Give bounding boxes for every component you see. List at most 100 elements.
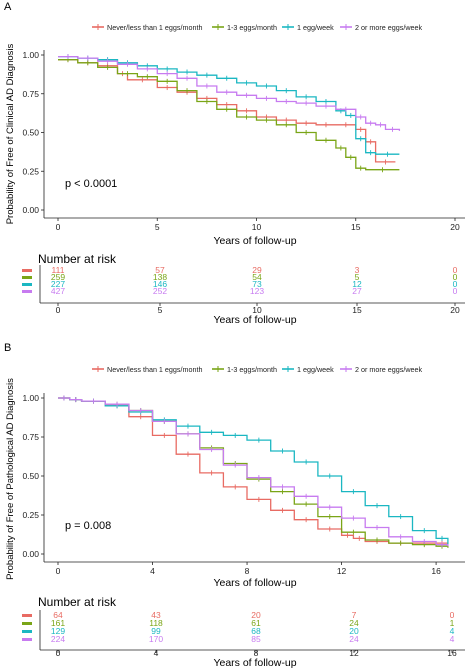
legend-label-b: Never/less than 1 eggs/month [107,365,203,374]
legend-label-b: 1 egg/week [297,365,334,374]
risk-count-b: 64 [53,610,63,620]
risk-count-a: 73 [252,279,262,289]
risk-count-b: 1 [450,618,455,628]
y-tick-label-a: 0.75 [22,89,39,99]
risk-count-a: 146 [153,279,167,289]
km-curve-b [58,397,449,545]
legend-label-a: 2 or more eggs/week [355,23,423,32]
risk-count-a: 0 [453,279,458,289]
km-curve-b [58,397,449,547]
risk-row-swatch-b [22,614,32,617]
risk-row-swatch-b [22,630,32,633]
risk-count-a: 54 [252,272,262,282]
risk-tick-label-a: 0 [56,305,61,315]
risk-tick-label-a: 20 [450,305,460,315]
risk-tick-label-b: 16 [447,648,457,658]
risk-count-a: 252 [153,286,167,296]
risk-row-swatch-a [22,283,32,286]
risk-title-b: Number at risk [38,595,117,609]
y-tick-label-a: 1.00 [22,50,39,60]
y-tick-label-a: 0.00 [22,205,39,215]
risk-tick-label-b: 0 [56,648,61,658]
risk-count-b: 4 [450,626,455,636]
risk-tick-label-b: 12 [349,648,359,658]
risk-tick-label-a: 15 [352,305,362,315]
risk-tick-label-b: 4 [154,648,159,658]
y-tick-label-b: 0.00 [22,549,39,559]
risk-tick-label-b: 8 [254,648,259,658]
y-tick-label-a: 0.50 [22,128,39,138]
p-value-b: p = 0.008 [65,520,111,532]
km-curve-b [58,397,449,548]
x-tick-label-a: 15 [351,222,361,232]
risk-count-b: 24 [349,634,359,644]
risk-count-a: 5 [355,272,360,282]
risk-count-a: 0 [453,272,458,282]
risk-count-a: 227 [51,279,65,289]
risk-tick-label-a: 5 [158,305,163,315]
y-tick-label-b: 0.50 [22,471,39,481]
risk-count-b: 4 [450,634,455,644]
risk-row-swatch-a [22,290,32,293]
km-curve-a [58,55,401,131]
risk-count-a: 12 [352,279,362,289]
risk-row-swatch-a [22,269,32,272]
x-tick-label-a: 5 [155,222,160,232]
x-tick-label-b: 4 [150,566,155,576]
risk-count-a: 427 [51,286,65,296]
risk-row-swatch-b [22,638,32,641]
ylabel-a: Probability of Free of Clinical AD Diagn… [5,43,16,224]
risk-count-b: 20 [349,626,359,636]
x-tick-label-b: 8 [245,566,250,576]
risk-count-b: 99 [151,626,161,636]
y-tick-label-a: 0.25 [22,166,39,176]
risk-count-a: 57 [155,265,165,275]
risk-count-a: 123 [250,286,264,296]
risk-count-b: 43 [151,610,161,620]
risk-count-a: 111 [52,265,65,275]
risk-count-b: 118 [149,618,163,628]
risk-row-swatch-a [22,276,32,279]
y-tick-label-b: 1.00 [22,393,39,403]
risk-count-a: 0 [453,265,458,275]
x-tick-label-a: 0 [56,222,61,232]
risk-count-b: 161 [51,618,65,628]
km-curve-a [58,55,400,155]
risk-count-b: 24 [349,618,359,628]
risk-count-a: 27 [352,286,362,296]
risk-count-b: 129 [51,626,65,636]
x-tick-label-b: 16 [431,566,441,576]
risk-count-a: 3 [355,265,360,275]
risk-count-b: 61 [251,618,261,628]
risk-count-a: 29 [252,265,262,275]
km-curve-b [58,397,448,544]
legend-label-a: 1-3 eggs/month [227,23,277,32]
risk-count-a: 138 [153,272,167,282]
risk-count-a: 259 [51,272,65,282]
x-tick-label-a: 20 [450,222,460,232]
panel-label-b: B [4,342,11,354]
p-value-a: p < 0.0001 [65,178,117,190]
xlabel-b: Years of follow-up [213,577,296,589]
risk-count-b: 85 [251,634,261,644]
ylabel-b: Probability of Free of Pathological AD D… [5,378,16,580]
risk-count-a: 0 [453,286,458,296]
risk-count-b: 0 [450,610,455,620]
x-tick-label-a: 10 [252,222,262,232]
risk-xlabel-a: Years of follow-up [213,314,296,326]
xlabel-a: Years of follow-up [213,235,296,247]
legend-label-a: 1 egg/week [297,23,334,32]
risk-row-swatch-b [22,622,32,625]
legend-label-b: 1-3 eggs/month [227,365,277,374]
risk-xlabel-b: Years of follow-up [213,657,296,669]
y-tick-label-b: 0.75 [22,432,39,442]
risk-count-b: 224 [51,634,65,644]
x-tick-label-b: 12 [337,566,347,576]
y-tick-label-b: 0.25 [22,510,39,520]
risk-count-b: 68 [251,626,261,636]
panel-label-a: A [4,1,12,13]
km-curve-a [58,59,400,171]
risk-count-b: 170 [149,634,163,644]
